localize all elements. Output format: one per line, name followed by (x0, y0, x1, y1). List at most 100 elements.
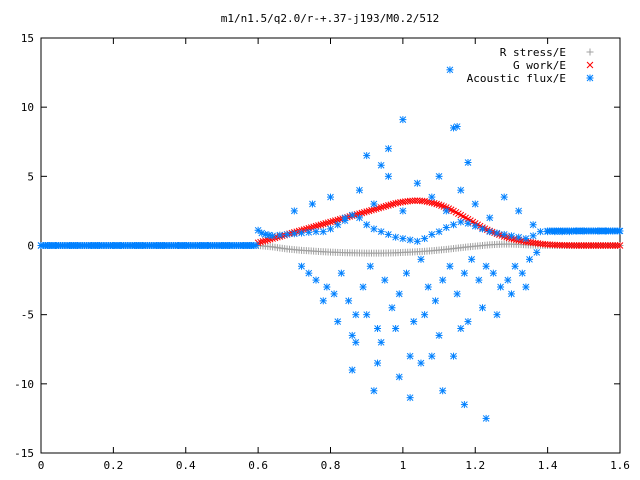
data-point (334, 221, 342, 229)
data-point (322, 220, 330, 227)
data-point (570, 242, 578, 249)
data-point (337, 269, 345, 277)
data-point (471, 222, 479, 230)
data-point (290, 230, 298, 238)
data-point (464, 318, 472, 326)
data-point (389, 200, 397, 208)
data-point (363, 152, 371, 160)
x-tick-label: 1.6 (610, 459, 630, 472)
x-tick-label: 0.8 (321, 459, 341, 472)
data-point (330, 290, 338, 298)
data-point (428, 199, 436, 206)
data-point (377, 338, 385, 346)
x-tick-label: 0.2 (103, 459, 123, 472)
data-point (592, 242, 600, 249)
data-point (614, 242, 621, 249)
data-point (352, 311, 360, 319)
data-point (327, 218, 334, 226)
data-point (384, 230, 392, 238)
data-point (507, 232, 515, 240)
data-point (421, 311, 429, 319)
data-point (252, 242, 260, 249)
data-point (370, 387, 378, 395)
data-point (561, 241, 568, 249)
data-point (413, 237, 421, 245)
data-point (382, 202, 390, 210)
data-point (305, 269, 313, 277)
data-point (475, 276, 483, 284)
data-point (399, 116, 407, 124)
data-point (363, 311, 371, 319)
data-point (319, 228, 327, 236)
data-point (568, 242, 576, 249)
acoustic-flux-outliers (377, 66, 461, 169)
x-tick-label: 0.4 (176, 459, 196, 472)
data-point (413, 179, 421, 187)
data-point (442, 224, 450, 232)
data-point (329, 217, 337, 225)
data-point (489, 269, 497, 277)
x-tick-label: 1.2 (465, 459, 485, 472)
data-point (323, 283, 331, 291)
data-point (529, 232, 537, 240)
y-tick-label: -10 (14, 378, 34, 391)
data-point (312, 276, 320, 284)
data-point (406, 236, 414, 244)
data-point (374, 325, 382, 332)
data-point (594, 242, 602, 249)
chart-title: m1/n1.5/q2.0/r-+.37-j193/M0.2/512 (221, 12, 440, 25)
data-point (439, 276, 447, 284)
data-point (254, 226, 262, 234)
legend-label: R stress/E (500, 46, 566, 59)
data-point (493, 229, 501, 237)
data-point (575, 242, 583, 249)
data-point (529, 221, 537, 229)
data-point (533, 248, 541, 256)
data-point (497, 283, 505, 291)
data-point (308, 200, 316, 208)
data-point (587, 242, 595, 249)
data-point (317, 221, 325, 229)
y-tick-label: 5 (27, 170, 34, 183)
data-point (365, 207, 373, 215)
data-point (424, 283, 432, 291)
data-point (435, 172, 443, 180)
y-tick-label: -15 (14, 447, 34, 460)
data-point (460, 401, 468, 409)
data-point (399, 207, 407, 215)
data-point (585, 242, 592, 249)
data-point (290, 207, 298, 215)
data-point (522, 235, 530, 243)
data-point (406, 394, 414, 402)
data-point (348, 331, 356, 339)
data-point (257, 238, 264, 246)
data-point (518, 269, 526, 277)
data-point (604, 242, 612, 249)
data-point (360, 208, 368, 216)
data-point (384, 145, 392, 153)
data-point (457, 186, 465, 194)
data-point (500, 230, 508, 238)
series-r-stress-e (254, 240, 624, 257)
data-point (363, 208, 371, 215)
data-point (385, 202, 392, 209)
data-point (428, 352, 436, 360)
x-tick-label: 0.6 (248, 459, 268, 472)
data-point (590, 242, 597, 249)
data-point (578, 242, 585, 249)
data-point (615, 227, 623, 235)
x-tick-label: 1.4 (538, 459, 558, 472)
y-tick-label: 10 (21, 101, 34, 114)
data-point (319, 220, 327, 228)
data-point (478, 225, 486, 233)
data-point (283, 230, 291, 238)
data-point (428, 193, 436, 201)
y-tick-label: -5 (21, 309, 34, 322)
data-point (430, 199, 438, 207)
data-point (312, 222, 320, 230)
legend-label: G work/E (513, 59, 566, 72)
data-point (377, 161, 385, 169)
data-point (515, 207, 523, 215)
data-point (370, 225, 378, 233)
